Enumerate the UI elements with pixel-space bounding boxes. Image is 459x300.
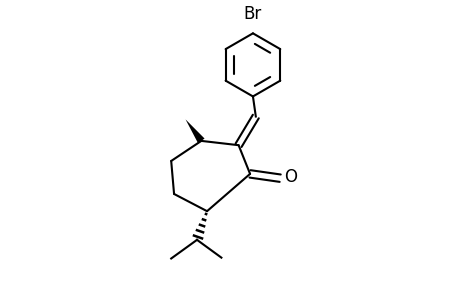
Text: Br: Br [243, 5, 262, 23]
Polygon shape [185, 119, 204, 143]
Text: O: O [284, 168, 297, 186]
